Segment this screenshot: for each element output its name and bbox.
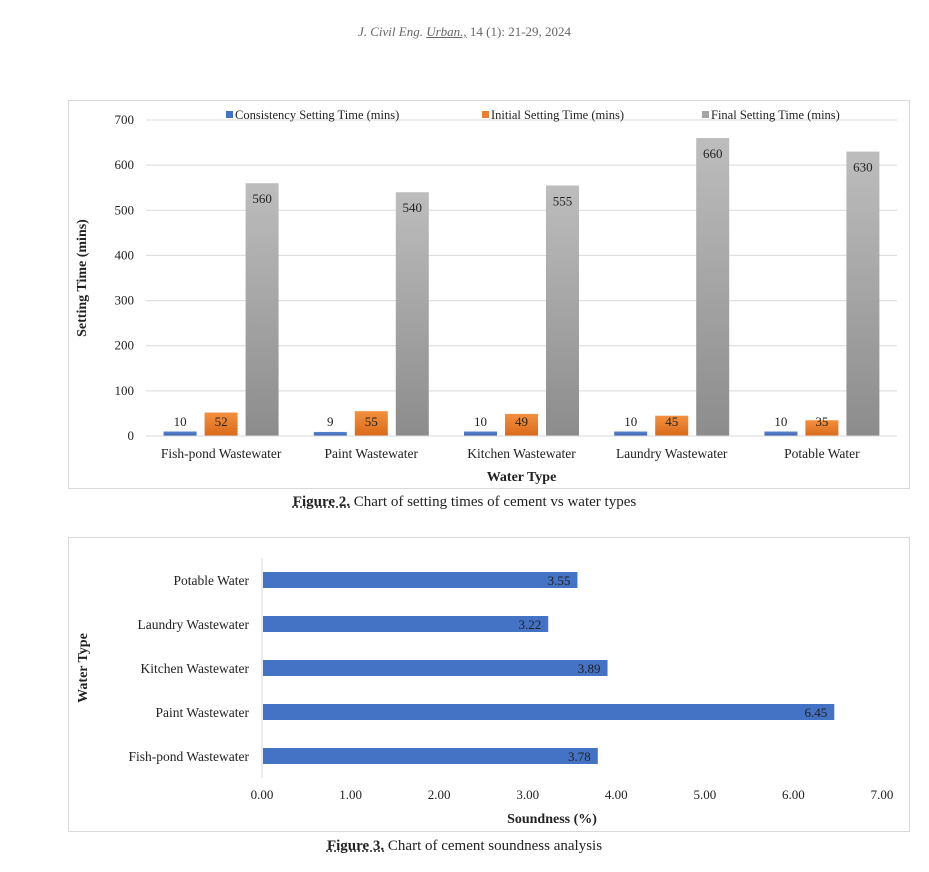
data-label: 35: [815, 414, 828, 429]
data-label: 49: [515, 414, 528, 429]
data-label: 10: [624, 414, 637, 429]
journal-name-suffix: Urban.,: [426, 24, 467, 39]
y-tick-label: 700: [115, 112, 135, 127]
data-label: 540: [403, 200, 423, 215]
bar: [614, 431, 648, 436]
legend-swatch: [482, 111, 489, 118]
bar: [263, 616, 549, 632]
bar: [464, 431, 497, 436]
y-tick-label: Paint Wastewater: [155, 705, 249, 720]
data-label: 660: [703, 146, 723, 161]
data-label: 45: [665, 414, 678, 429]
bar: [245, 183, 279, 436]
data-label: 3.89: [578, 661, 601, 676]
x-axis-title: Water Type: [487, 470, 557, 485]
data-label: 560: [252, 191, 272, 206]
data-label: 6.45: [805, 705, 828, 720]
bar: [696, 138, 730, 437]
data-label: 10: [774, 414, 787, 429]
journal-header: J. Civil Eng. Urban., 14 (1): 21-29, 202…: [0, 24, 929, 40]
setting-time-chart-svg: 0 100 200 300 400 500 600 700 Fish-pond Wastewat…: [75, 108, 897, 485]
figure3-text: Chart of cement soundness analysis: [387, 838, 603, 854]
bar: [204, 412, 238, 436]
figure3-caption: Figure 3. Chart of cement soundness anal…: [0, 838, 929, 855]
journal-name: J. Civil Eng.: [357, 24, 423, 39]
bar: [263, 748, 598, 764]
data-label: 3.22: [518, 617, 541, 632]
setting-time-chart: 0 100 200 300 400 500 600 700 Fish-pond Wastewat…: [68, 100, 910, 489]
bar: [263, 572, 578, 588]
y-axis-title: Setting Time (mins): [75, 219, 90, 337]
bar: [505, 413, 538, 436]
data-label: 55: [365, 414, 378, 429]
x-tick-label: 6.00: [782, 787, 805, 802]
x-tick-label: Paint Wastewater: [325, 446, 419, 461]
bar: [546, 185, 579, 436]
soundness-chart-svg: 0.00 1.00 2.00 3.00 4.00 5.00 6.00 7.00 Fish-pon…: [76, 558, 894, 827]
data-label: 10: [174, 414, 187, 429]
bar: [805, 420, 839, 436]
x-tick-label: Fish-pond Wastewater: [161, 446, 282, 461]
bar: [263, 704, 835, 720]
y-tick-label: 200: [115, 338, 135, 353]
soundness-chart: 0.00 1.00 2.00 3.00 4.00 5.00 6.00 7.00 Fish-pon…: [68, 537, 910, 832]
y-tick-label: Laundry Wastewater: [138, 617, 250, 632]
x-axis-title: Soundness (%): [507, 812, 597, 827]
y-tick-label: Fish-pond Wastewater: [128, 749, 249, 764]
figure2-label: Figure 2.: [292, 494, 351, 510]
figure2-text: Chart of setting times of cement vs wate…: [353, 494, 637, 510]
bar: [313, 431, 347, 436]
bar: [354, 411, 388, 436]
x-tick-label: Potable Water: [784, 446, 860, 461]
x-tick-label: 3.00: [516, 787, 539, 802]
data-label: 9: [327, 414, 334, 429]
x-tick-label: 1.00: [339, 787, 362, 802]
legend-label: Initial Setting Time (mins): [491, 108, 624, 122]
y-tick-label: Potable Water: [173, 573, 249, 588]
y-tick-label: Kitchen Wastewater: [141, 661, 250, 676]
y-axis-title: Water Type: [76, 633, 91, 703]
data-label: 555: [553, 193, 573, 208]
legend-label: Final Setting Time (mins): [711, 108, 840, 122]
x-tick-label: 7.00: [871, 787, 894, 802]
bar: [395, 192, 429, 436]
legend-swatch: [226, 111, 233, 118]
bar: [655, 415, 689, 436]
figure2-caption: Figure 2. Chart of setting times of ceme…: [0, 494, 929, 511]
y-tick-label: 600: [115, 157, 135, 172]
bar: [263, 660, 608, 676]
y-tick-label: 500: [115, 202, 135, 217]
x-tick-label: 5.00: [693, 787, 716, 802]
data-label: 3.78: [568, 749, 591, 764]
legend-swatch: [702, 111, 709, 118]
journal-volume: 14 (1): 21-29, 2024: [469, 24, 572, 39]
y-tick-label: 100: [115, 383, 135, 398]
data-label: 630: [853, 160, 873, 175]
bar: [163, 431, 197, 436]
data-label: 3.55: [548, 573, 571, 588]
y-tick-label: 0: [128, 428, 135, 443]
x-tick-label: 2.00: [428, 787, 451, 802]
x-tick-label: 0.00: [251, 787, 274, 802]
figure3-label: Figure 3.: [326, 838, 385, 854]
x-tick-label: 4.00: [605, 787, 628, 802]
y-tick-label: 300: [115, 293, 135, 308]
legend-label: Consistency Setting Time (mins): [235, 108, 399, 122]
y-tick-label: 400: [115, 247, 135, 262]
x-tick-label: Laundry Wastewater: [616, 446, 728, 461]
bar: [764, 431, 798, 436]
data-label: 10: [474, 414, 487, 429]
bar: [846, 151, 880, 436]
x-tick-label: Kitchen Wastewater: [467, 446, 576, 461]
data-label: 52: [215, 414, 228, 429]
